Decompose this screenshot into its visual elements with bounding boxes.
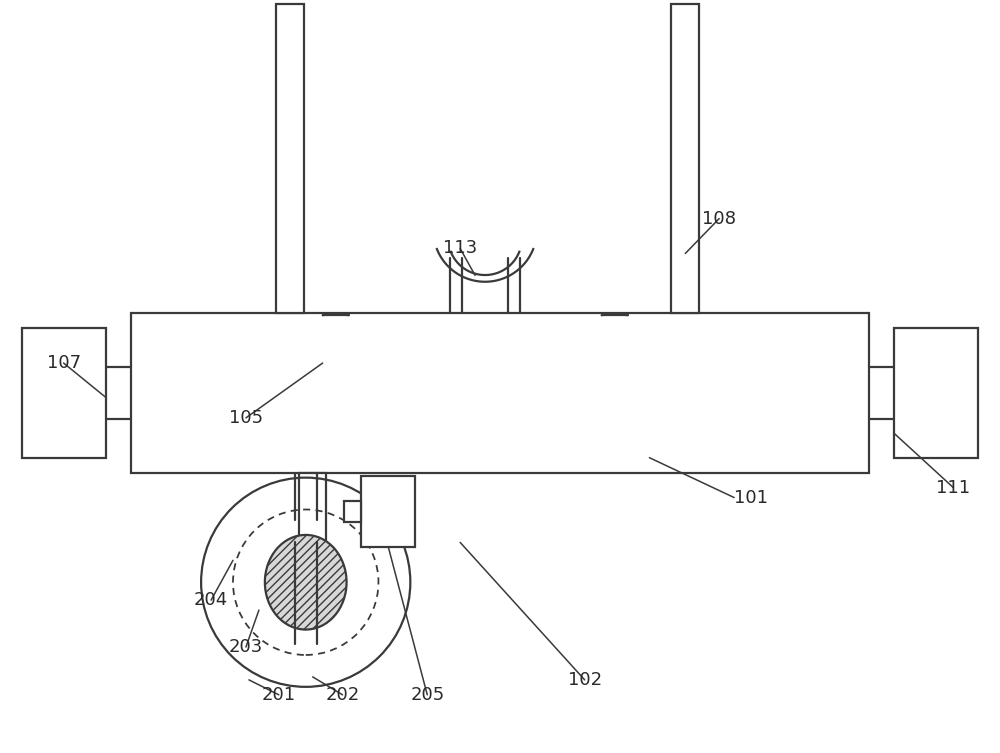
- Text: 107: 107: [47, 354, 81, 372]
- Bar: [131, 313, 869, 473]
- Text: 205: 205: [410, 686, 444, 704]
- Text: 203: 203: [229, 638, 263, 656]
- Bar: [894, 328, 978, 458]
- Bar: [276, 5, 304, 313]
- Text: 108: 108: [702, 209, 736, 227]
- Text: 201: 201: [262, 686, 296, 704]
- Bar: [299, 473, 326, 542]
- Bar: [344, 501, 361, 523]
- Text: 102: 102: [568, 671, 602, 689]
- Ellipse shape: [265, 535, 347, 630]
- Text: 105: 105: [229, 409, 263, 427]
- Bar: [671, 5, 699, 313]
- Bar: [22, 328, 106, 458]
- Text: 204: 204: [194, 591, 228, 609]
- Text: 113: 113: [443, 239, 477, 258]
- Bar: [361, 476, 415, 547]
- Text: 111: 111: [936, 479, 970, 496]
- Text: 202: 202: [325, 686, 360, 704]
- Text: 101: 101: [734, 489, 768, 507]
